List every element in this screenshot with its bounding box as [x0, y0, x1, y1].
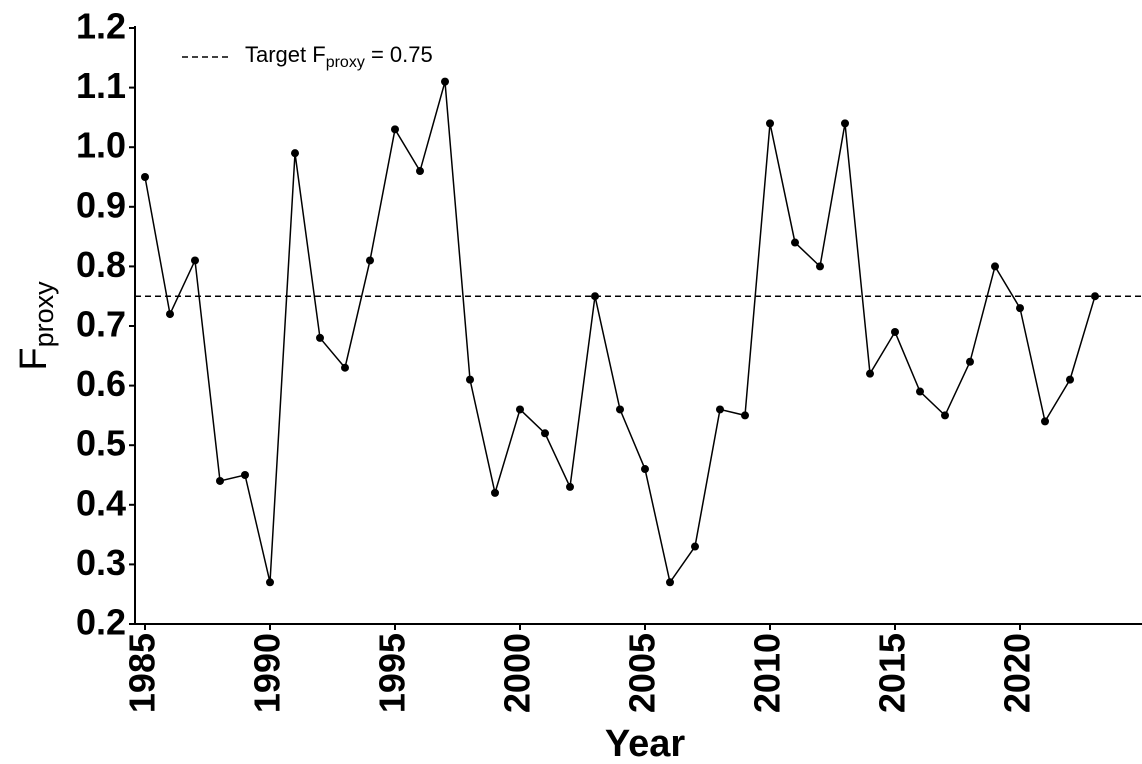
y-tick-label: 0.5: [76, 423, 126, 464]
data-point: [266, 578, 274, 587]
y-tick-label: 0.6: [76, 363, 126, 404]
data-point: [1091, 292, 1099, 301]
x-tick-label: 2015: [872, 633, 913, 713]
data-point: [166, 310, 174, 319]
y-tick-label: 0.4: [76, 482, 126, 523]
data-point: [866, 369, 874, 378]
data-point: [716, 405, 724, 414]
legend-label-sub: proxy: [326, 54, 365, 71]
data-point: [366, 256, 374, 265]
data-point: [241, 471, 249, 479]
x-tick-label: 1990: [247, 633, 288, 713]
data-point: [991, 262, 999, 271]
data-point: [491, 488, 499, 497]
y-axis-title: Fproxy: [13, 281, 59, 371]
x-tick-label: 2020: [997, 633, 1038, 713]
data-point: [641, 465, 649, 474]
data-point: [466, 375, 474, 384]
x-tick-label: 2010: [747, 633, 788, 713]
data-point: [391, 125, 399, 134]
data-point: [691, 542, 699, 551]
data-point: [966, 357, 974, 366]
data-point: [1066, 375, 1074, 384]
legend-label: Target Fproxy = 0.75: [245, 42, 433, 71]
y-axis-title-main: F: [13, 347, 55, 370]
data-point: [791, 238, 799, 247]
data-point: [941, 411, 949, 420]
data-point: [841, 119, 849, 128]
data-point: [616, 405, 624, 414]
data-point: [591, 292, 599, 301]
y-tick-label: 1.0: [76, 125, 126, 166]
y-tick-label: 1.2: [76, 6, 126, 47]
legend-label-main: Target F: [245, 42, 326, 67]
x-tick-label: 1995: [372, 633, 413, 713]
y-tick-label: 0.3: [76, 542, 126, 583]
data-point: [766, 119, 774, 128]
data-point: [516, 405, 524, 414]
data-point: [341, 363, 349, 372]
y-tick-label: 0.2: [76, 602, 126, 643]
x-tick-label: 2005: [622, 633, 663, 713]
data-point: [741, 411, 749, 420]
y-tick-label: 1.1: [76, 65, 126, 106]
data-point: [191, 256, 199, 265]
data-point: [816, 262, 824, 271]
data-point: [891, 327, 899, 336]
data-point: [1041, 417, 1049, 426]
y-axis-title-sub: proxy: [29, 281, 59, 348]
y-tick-label: 0.9: [76, 184, 126, 225]
data-point: [916, 387, 924, 396]
data-point: [1016, 304, 1024, 313]
data-point: [441, 77, 449, 86]
x-tick-label: 1985: [122, 633, 163, 713]
data-point: [316, 333, 324, 342]
legend-label-suffix: = 0.75: [365, 42, 433, 67]
data-point: [666, 578, 674, 587]
data-point: [416, 167, 424, 176]
data-point: [141, 173, 149, 181]
x-axis-title: Year: [605, 723, 686, 764]
data-point: [541, 429, 549, 438]
y-tick-label: 0.8: [76, 244, 126, 285]
data-point: [216, 476, 224, 485]
data-point: [291, 149, 299, 158]
data-point: [566, 482, 574, 491]
y-tick-label: 0.7: [76, 304, 126, 345]
x-tick-label: 2000: [497, 633, 538, 713]
series-line: [144, 81, 1096, 585]
